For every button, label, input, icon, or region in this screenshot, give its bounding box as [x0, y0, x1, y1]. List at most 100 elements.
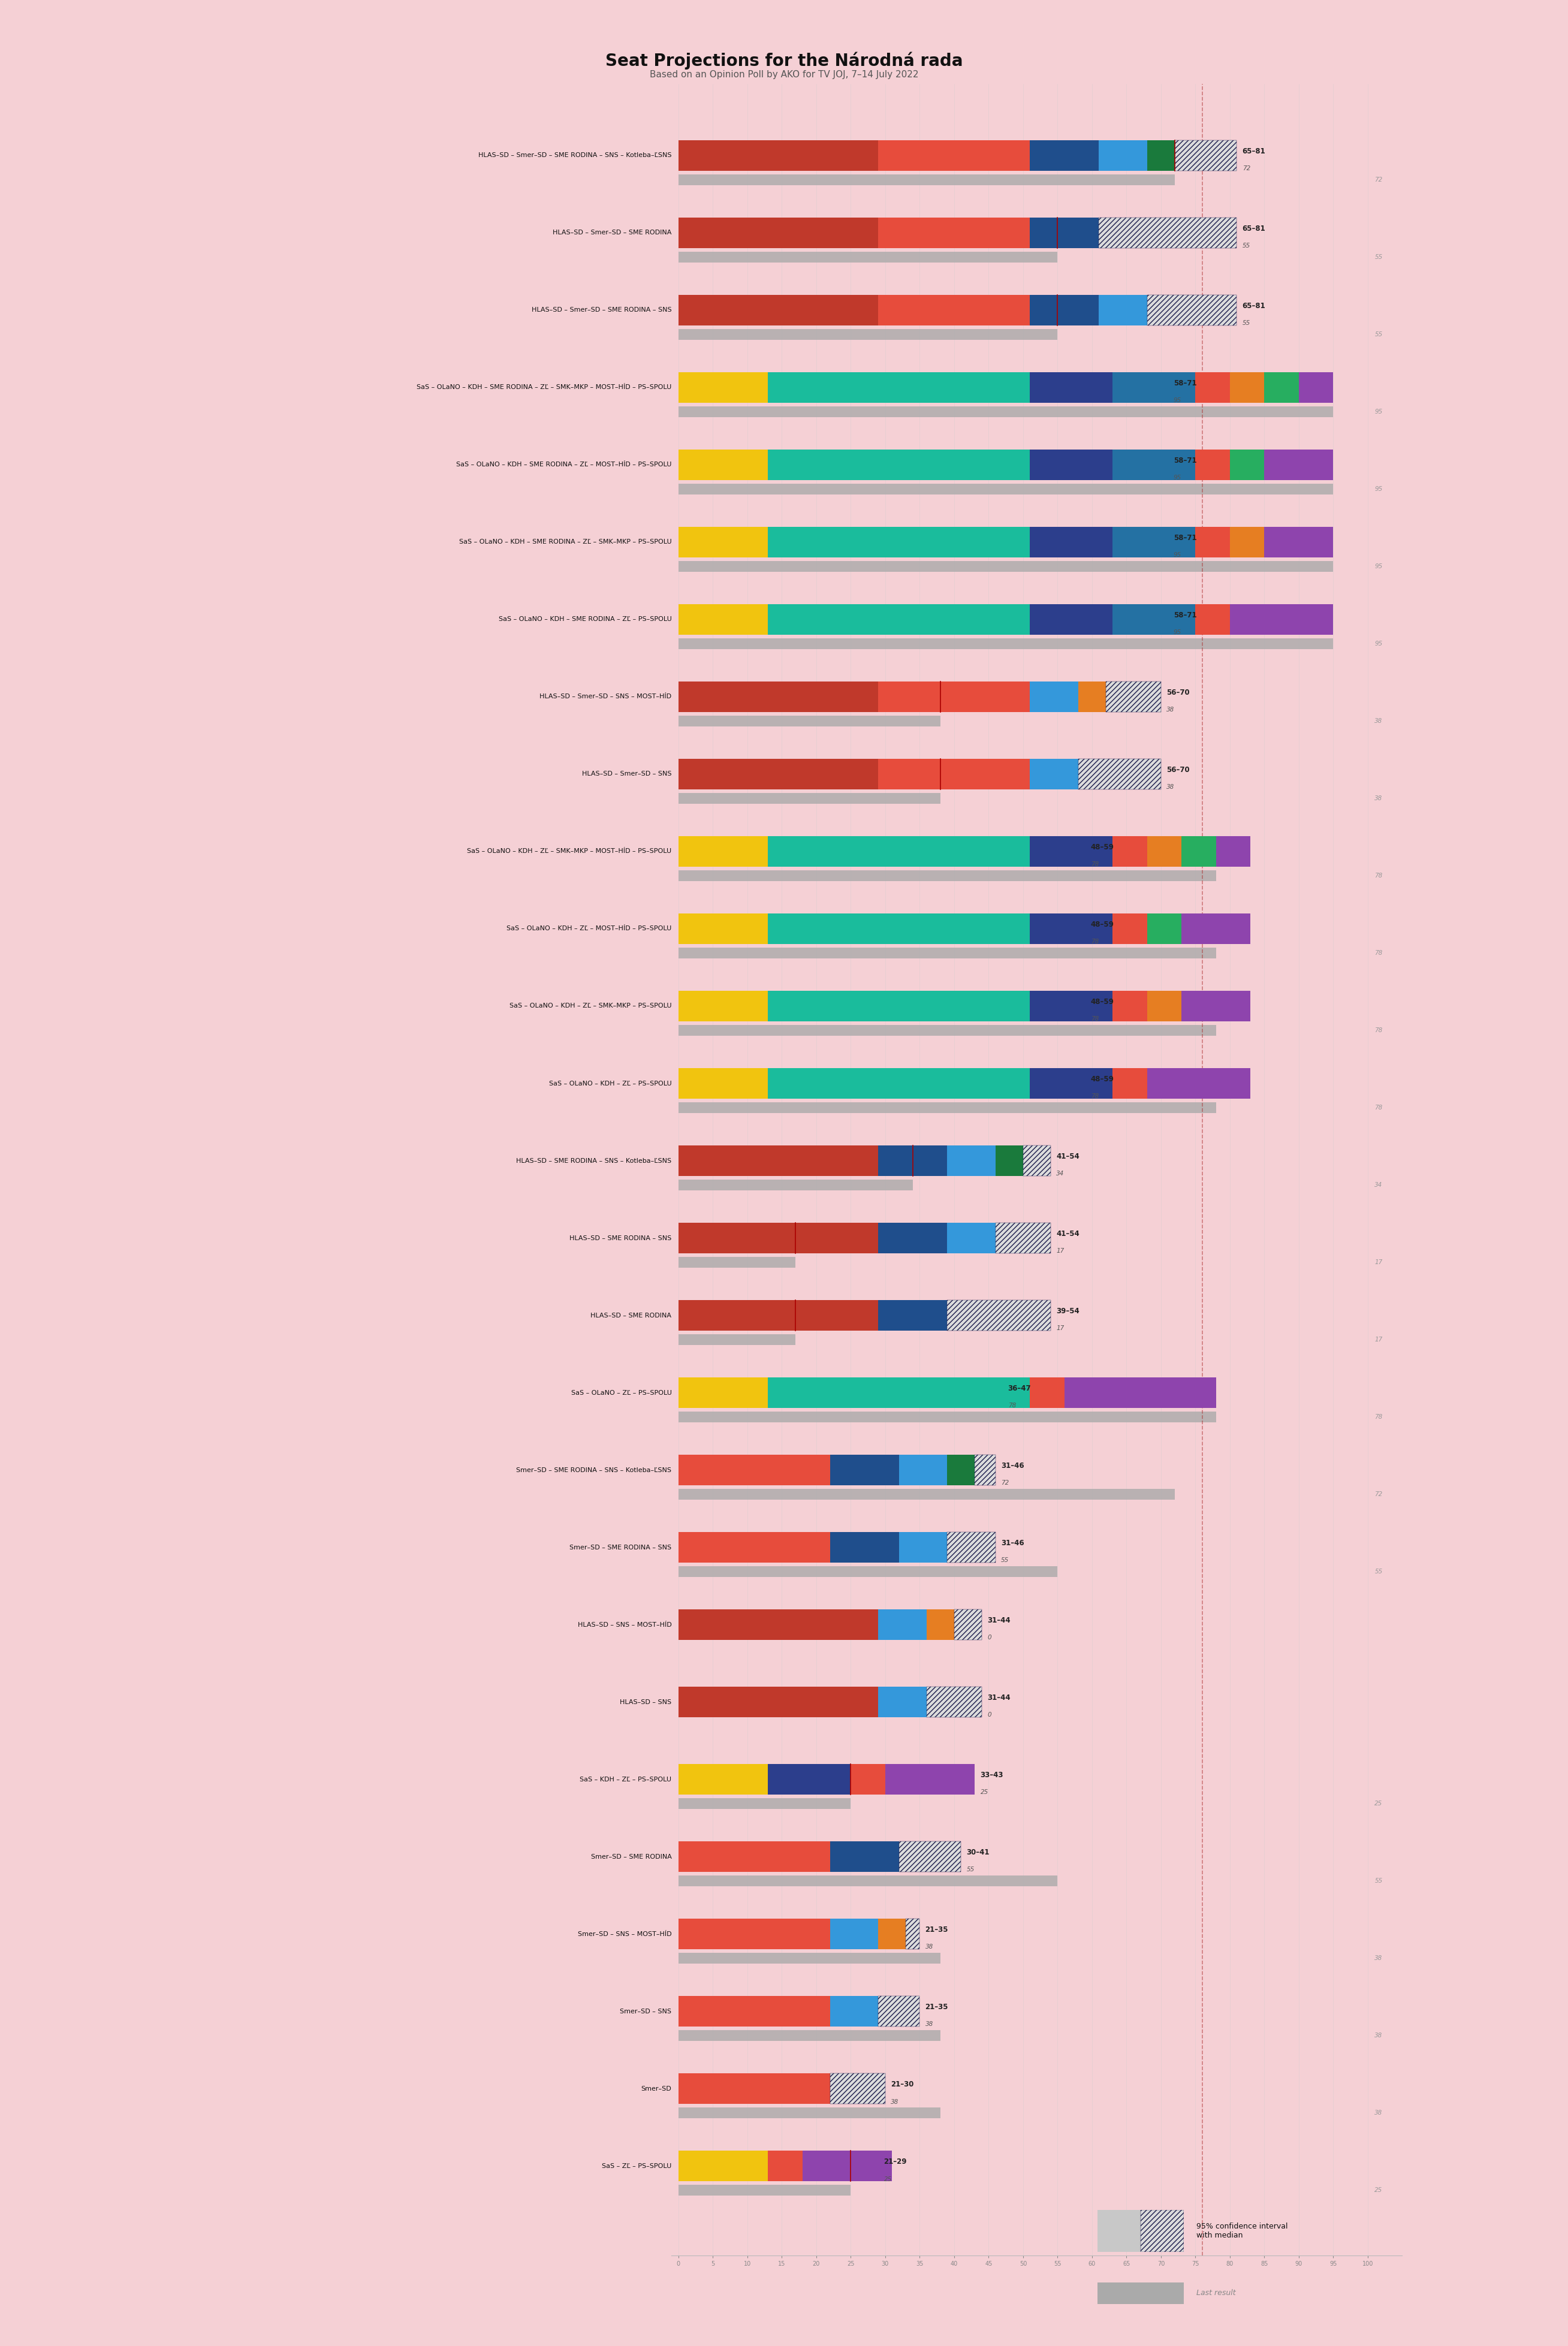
Bar	[1010, 1067, 1085, 1098]
Text: 25: 25	[1375, 2186, 1383, 2194]
Bar	[679, 2029, 941, 2041]
Bar	[1099, 218, 1237, 249]
Bar	[878, 1145, 947, 1175]
Bar	[878, 1300, 947, 1330]
Bar	[1030, 526, 1113, 558]
Text: HLAS–SD – Smer–SD – SME RODINA: HLAS–SD – Smer–SD – SME RODINA	[552, 230, 671, 235]
Bar	[1126, 141, 1237, 171]
Bar	[878, 218, 1030, 249]
Text: 48–59: 48–59	[1091, 920, 1113, 929]
Bar	[947, 1300, 1051, 1330]
Bar	[1113, 913, 1148, 943]
Text: SaS – OLaNO – KDH – ZĽ – SMK–MKP – PS–SPOLU: SaS – OLaNO – KDH – ZĽ – SMK–MKP – PS–SP…	[510, 1004, 671, 1009]
Bar	[1298, 373, 1333, 404]
Bar	[829, 1996, 878, 2027]
Bar	[768, 913, 1030, 943]
Bar	[679, 1103, 1217, 1112]
Bar	[679, 2184, 851, 2196]
Bar	[955, 1609, 982, 1640]
Bar	[1140, 2210, 1184, 2252]
Bar	[1113, 603, 1195, 636]
Bar	[1030, 141, 1099, 171]
Bar	[1030, 603, 1113, 636]
Bar	[679, 1412, 1217, 1422]
Text: 65–81: 65–81	[1242, 148, 1265, 155]
Bar	[679, 1687, 878, 1717]
Text: 58–71: 58–71	[1173, 380, 1196, 387]
Text: 56–70: 56–70	[1167, 690, 1190, 697]
Bar	[1010, 835, 1085, 868]
Bar	[927, 1609, 955, 1640]
Text: 95: 95	[1375, 640, 1383, 647]
Bar	[679, 1996, 829, 2027]
Text: 25: 25	[1375, 1802, 1383, 1806]
Bar	[679, 1025, 1217, 1037]
Text: 55: 55	[1375, 331, 1383, 338]
Text: 78: 78	[1375, 950, 1383, 957]
Bar	[906, 1764, 975, 1795]
Text: Smer–SD – SME RODINA: Smer–SD – SME RODINA	[591, 1853, 671, 1860]
Bar	[1079, 680, 1105, 713]
Text: 55: 55	[1242, 319, 1250, 326]
Bar	[829, 1919, 878, 1950]
Text: 38: 38	[1375, 795, 1383, 802]
Text: HLAS–SD – SME RODINA: HLAS–SD – SME RODINA	[591, 1311, 671, 1318]
Text: 17: 17	[1375, 1260, 1383, 1264]
Bar	[679, 1567, 1057, 1577]
Bar	[1148, 913, 1182, 943]
Bar	[679, 1222, 878, 1253]
Bar	[996, 1222, 1051, 1253]
Bar	[886, 1842, 961, 1872]
Bar	[1182, 835, 1217, 868]
Bar	[679, 603, 768, 636]
Bar	[1264, 526, 1333, 558]
Bar	[1264, 373, 1298, 404]
Text: SaS – OLaNO – KDH – ZĽ – PS–SPOLU: SaS – OLaNO – KDH – ZĽ – PS–SPOLU	[549, 1082, 671, 1086]
Bar	[1217, 835, 1251, 868]
Bar	[679, 373, 768, 404]
Bar	[878, 1687, 927, 1717]
Text: SaS – OLaNO – KDH – SME RODINA – ZĽ – SMK–MKP – PS–SPOLU: SaS – OLaNO – KDH – SME RODINA – ZĽ – SM…	[459, 540, 671, 544]
Bar	[1113, 450, 1195, 481]
Bar	[768, 990, 1030, 1021]
Text: 25: 25	[980, 1790, 988, 1795]
Text: 21–35: 21–35	[925, 1926, 949, 1933]
Text: 58–71: 58–71	[1173, 612, 1196, 619]
Text: SaS – OLaNO – KDH – ZĽ – SMK–MKP – MOST–HÍD – PS–SPOLU: SaS – OLaNO – KDH – ZĽ – SMK–MKP – MOST–…	[467, 849, 671, 854]
Bar	[1030, 913, 1113, 943]
Text: 38: 38	[925, 1945, 933, 1950]
Text: 25: 25	[884, 2177, 892, 2182]
Bar	[1229, 373, 1264, 404]
Text: 30–41: 30–41	[966, 1849, 989, 1856]
Text: 38: 38	[1167, 784, 1174, 791]
Text: 21–30: 21–30	[891, 2081, 914, 2088]
Bar	[679, 638, 1333, 650]
Bar	[1113, 526, 1195, 558]
Bar	[1030, 373, 1113, 404]
Bar	[892, 1609, 982, 1640]
Bar	[1099, 296, 1148, 326]
Text: SaS – OLaNO – ZĽ – PS–SPOLU: SaS – OLaNO – ZĽ – PS–SPOLU	[571, 1389, 671, 1396]
Bar	[1030, 296, 1099, 326]
Bar	[768, 835, 1030, 868]
Bar	[679, 483, 1333, 495]
Bar	[1079, 603, 1168, 636]
Bar	[1148, 990, 1182, 1021]
Text: 78: 78	[1091, 861, 1099, 868]
Text: 55: 55	[1000, 1558, 1008, 1562]
Bar	[768, 2151, 803, 2182]
Bar	[679, 1377, 768, 1408]
Bar	[829, 1532, 898, 1562]
Text: 34: 34	[1057, 1171, 1065, 1178]
Bar	[679, 758, 878, 791]
Bar	[1030, 680, 1079, 713]
Bar	[679, 793, 941, 805]
Bar	[823, 1996, 920, 2027]
Text: 38: 38	[1167, 706, 1174, 713]
Bar	[679, 913, 768, 943]
Bar	[975, 1455, 996, 1485]
Bar	[679, 1067, 768, 1098]
Bar	[1113, 1067, 1148, 1098]
Bar	[679, 1842, 829, 1872]
Bar	[947, 1300, 1051, 1330]
